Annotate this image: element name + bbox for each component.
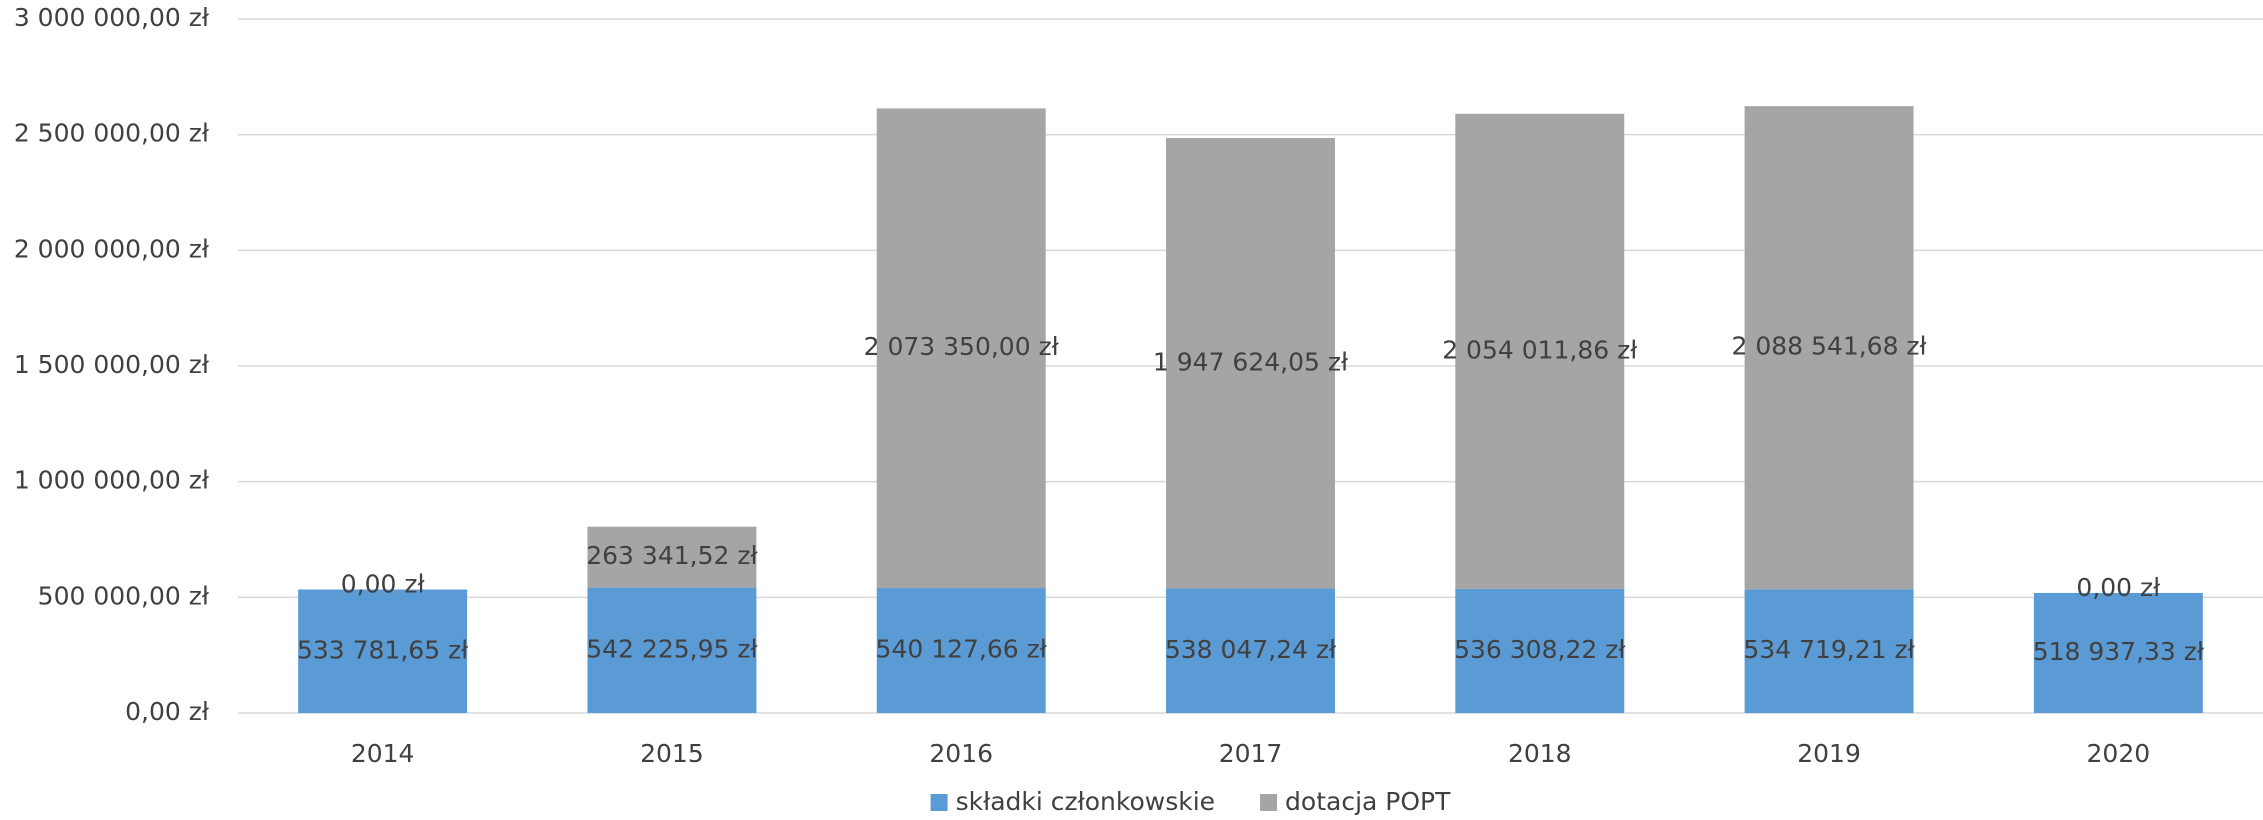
data-label: 518 937,33 zł	[2033, 637, 2205, 666]
bar-segment	[876, 108, 1046, 589]
y-tick-label: 0,00 zł	[125, 697, 210, 726]
bar-segment	[1455, 588, 1625, 713]
bar-segment	[587, 587, 757, 713]
data-label: 534 719,21 zł	[1743, 635, 1915, 664]
bar-segment	[1455, 113, 1625, 589]
legend-swatch	[930, 794, 948, 811]
bar-segment	[1166, 137, 1335, 589]
y-tick-label: 2 000 000,00 zł	[14, 234, 210, 263]
x-tick-label: 2019	[1797, 739, 1861, 768]
y-tick-label: 2 500 000,00 zł	[14, 119, 210, 148]
y-tick-label: 1 500 000,00 zł	[14, 350, 210, 379]
data-label: 263 341,52 zł	[586, 541, 758, 570]
data-label: 2 073 350,00 zł	[864, 332, 1060, 361]
y-tick-label: 500 000,00 zł	[38, 581, 210, 610]
data-label: 1 947 624,05 zł	[1153, 347, 1349, 376]
legend-swatch	[1260, 794, 1278, 811]
data-label: 0,00 zł	[341, 570, 426, 599]
x-tick-label: 2016	[929, 739, 993, 768]
bar-segment	[2033, 592, 2203, 713]
data-label: 538 047,24 zł	[1165, 635, 1337, 664]
bar-segment	[1744, 106, 1914, 590]
data-label: 2 054 011,86 zł	[1442, 335, 1638, 364]
x-tick-label: 2015	[640, 739, 704, 768]
legend-label: dotacja POPT	[1285, 787, 1451, 816]
data-label: 0,00 zł	[2076, 573, 2161, 602]
x-tick-label: 2020	[2087, 739, 2151, 768]
data-label: 2 088 541,68 zł	[1731, 332, 1927, 361]
bar-segment	[1166, 588, 1335, 713]
bar-segment	[1744, 589, 1914, 713]
y-tick-label: 1 000 000,00 zł	[14, 466, 210, 495]
data-label: 540 127,66 zł	[876, 635, 1048, 664]
legend-label: składki członkowskie	[956, 787, 1215, 816]
bar-segment	[587, 526, 757, 588]
x-tick-label: 2014	[351, 739, 415, 768]
data-label: 533 781,65 zł	[297, 635, 469, 664]
data-label: 542 225,95 zł	[586, 634, 758, 663]
bar-segment	[298, 589, 468, 713]
bar-segment	[876, 588, 1046, 713]
data-label: 536 308,22 zł	[1454, 635, 1626, 664]
y-tick-label: 3 000 000,00 zł	[14, 3, 210, 32]
x-tick-label: 2018	[1508, 739, 1572, 768]
x-tick-label: 2017	[1219, 739, 1283, 768]
